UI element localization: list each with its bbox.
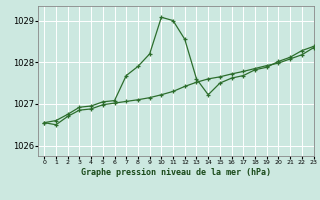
X-axis label: Graphe pression niveau de la mer (hPa): Graphe pression niveau de la mer (hPa) [81, 168, 271, 177]
